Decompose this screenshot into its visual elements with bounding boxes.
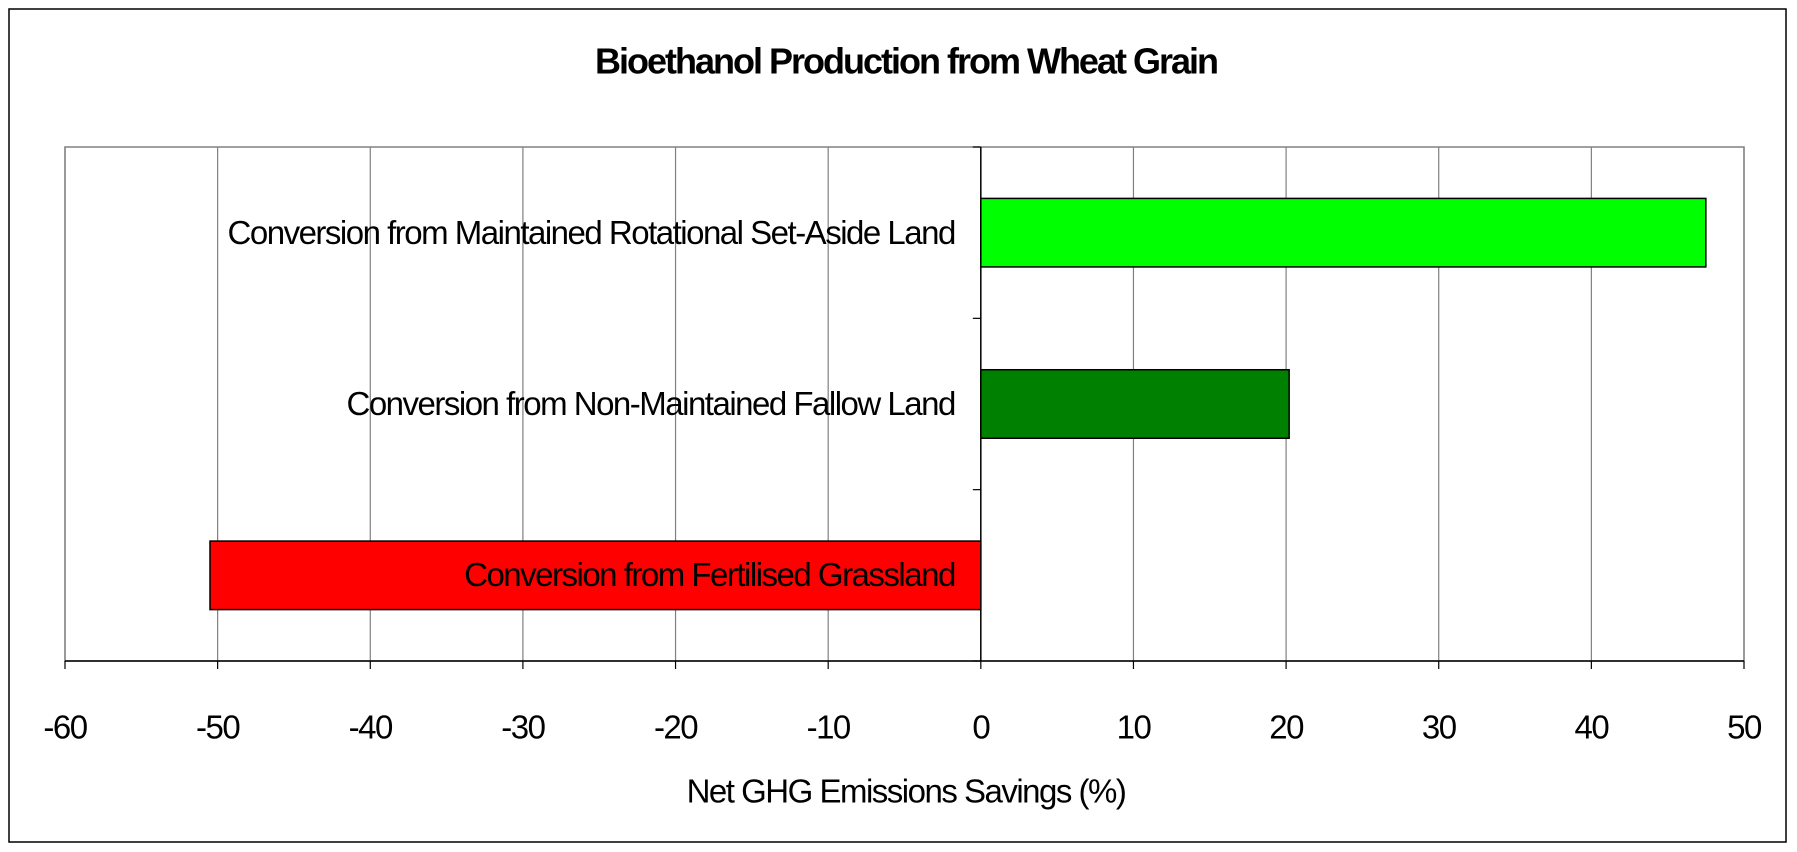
x-tick-label: -60: [43, 709, 87, 746]
category-label: Conversion from Maintained Rotational Se…: [227, 213, 957, 251]
x-tick-label: -50: [196, 709, 240, 746]
category-label-box: Conversion from Fertilised Grassland: [20, 490, 956, 661]
bar: [209, 540, 982, 611]
x-tick-label: 30: [1422, 709, 1457, 746]
category-label: Conversion from Fertilised Grassland: [464, 556, 956, 594]
category-label-box: Conversion from Maintained Rotational Se…: [20, 147, 957, 318]
x-tick-label: -20: [654, 709, 698, 746]
bar: [980, 368, 1290, 440]
x-axis-label: Net GHG Emissions Savings (%): [687, 773, 1126, 810]
x-tick-label: -10: [807, 709, 851, 746]
category-label: Conversion from Non-Maintained Fallow La…: [346, 384, 956, 422]
x-tick-label: -30: [501, 709, 545, 746]
category-label-box: Conversion from Non-Maintained Fallow La…: [20, 318, 956, 489]
x-tick-label: 50: [1727, 709, 1762, 746]
x-tick-label: 0: [972, 709, 990, 746]
chart-title: Bioethanol Production from Wheat Grain: [595, 41, 1217, 82]
x-tick-label: 20: [1269, 709, 1304, 746]
x-tick-label: -40: [349, 709, 393, 746]
x-tick-label: 10: [1117, 709, 1152, 746]
chart-border: [8, 8, 1787, 843]
bar: [980, 197, 1707, 268]
x-tick-label: 40: [1575, 709, 1610, 746]
